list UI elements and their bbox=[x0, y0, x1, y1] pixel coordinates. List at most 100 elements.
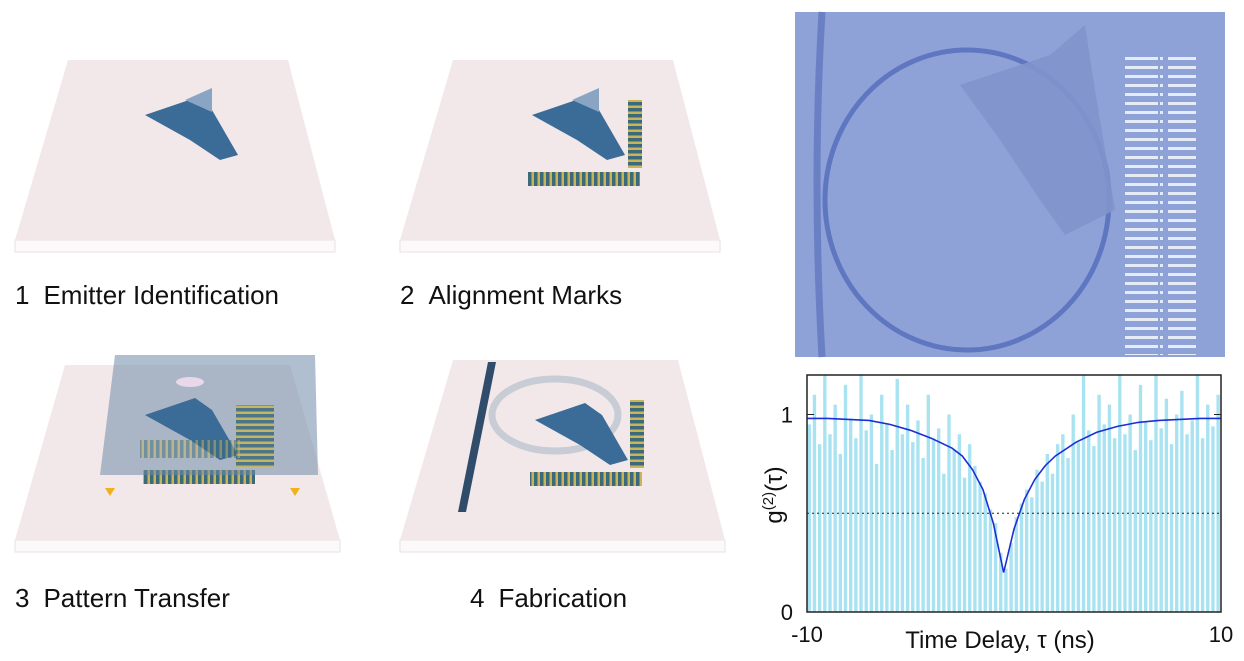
y-axis-label-base: g bbox=[761, 510, 788, 523]
histogram-bar bbox=[1134, 450, 1137, 612]
panel-2 bbox=[400, 60, 720, 252]
histogram-bar bbox=[1040, 482, 1043, 612]
histogram-bar bbox=[885, 424, 888, 612]
alignment-marks bbox=[530, 472, 642, 486]
histogram-bar bbox=[942, 474, 945, 612]
step-number: 3 bbox=[15, 583, 29, 613]
histogram-bar bbox=[1046, 454, 1049, 612]
step-number: 1 bbox=[15, 280, 29, 310]
step-caption: 3 Pattern Transfer bbox=[15, 583, 230, 613]
histogram-bar bbox=[1097, 395, 1100, 612]
histogram-bar bbox=[916, 420, 919, 612]
histogram-bar bbox=[1211, 426, 1214, 612]
histogram-bar bbox=[989, 509, 992, 612]
histogram-bar bbox=[911, 442, 914, 612]
histogram-bar bbox=[1020, 503, 1023, 612]
histogram-bar bbox=[1165, 399, 1168, 612]
substrate bbox=[15, 60, 335, 240]
step-number: 2 bbox=[400, 280, 414, 310]
y-axis-label: g(2)(τ) bbox=[760, 466, 788, 523]
substrate-side bbox=[400, 540, 725, 552]
panel-1 bbox=[15, 60, 335, 252]
substrate bbox=[400, 60, 720, 240]
histogram-bar bbox=[1216, 395, 1219, 612]
histogram-bar bbox=[1113, 438, 1116, 612]
histogram-bar bbox=[1056, 444, 1059, 612]
histogram-bar bbox=[1144, 422, 1147, 612]
histogram-bar bbox=[937, 428, 940, 612]
figure: 1 Emitter Identification 2 Alignment Marks… bbox=[0, 0, 1244, 661]
alignment-marks bbox=[236, 405, 274, 467]
histogram-bar bbox=[1061, 434, 1064, 612]
histogram-bar bbox=[1108, 405, 1111, 612]
substrate-side bbox=[15, 240, 335, 252]
step-label: Alignment Marks bbox=[428, 280, 622, 310]
histogram-bar bbox=[973, 466, 976, 612]
histogram-bar bbox=[808, 424, 811, 612]
alignment-marks bbox=[628, 100, 642, 168]
y-tick-label: 1 bbox=[781, 403, 793, 428]
histogram-bar bbox=[833, 405, 836, 612]
histogram-bar bbox=[1123, 434, 1126, 612]
panel-4 bbox=[400, 360, 725, 552]
histogram-bar bbox=[963, 478, 966, 612]
histogram-bar bbox=[1160, 428, 1163, 612]
alignment-marks bbox=[630, 400, 644, 468]
y-axis-label-superscript: (2) bbox=[760, 492, 777, 510]
histogram-bar bbox=[1103, 424, 1106, 612]
histogram-bar bbox=[1092, 446, 1095, 612]
histogram-bar bbox=[901, 434, 904, 612]
histogram-bar bbox=[1087, 430, 1090, 612]
histogram-bar bbox=[1191, 420, 1194, 612]
histogram-bar bbox=[927, 395, 930, 612]
histogram-bar bbox=[906, 405, 909, 612]
histogram-bar bbox=[880, 395, 883, 612]
histogram-bar bbox=[813, 395, 816, 612]
histogram-bar bbox=[953, 450, 956, 612]
step-number: 4 bbox=[470, 583, 484, 613]
histogram-bar bbox=[890, 450, 893, 612]
step-label: Fabrication bbox=[498, 583, 627, 613]
histogram-bar bbox=[854, 438, 857, 612]
histogram-bar bbox=[1051, 474, 1054, 612]
histogram-bar bbox=[1009, 543, 1012, 612]
alignment-marks bbox=[1168, 55, 1196, 355]
fit-curve bbox=[807, 418, 1221, 572]
substrate-side bbox=[400, 240, 720, 252]
alignment-marks bbox=[140, 440, 240, 458]
substrate-side bbox=[15, 540, 340, 552]
step-caption: 4 Fabrication bbox=[470, 583, 627, 613]
marker bbox=[176, 377, 204, 387]
histogram-bar bbox=[1185, 434, 1188, 612]
histogram-bar bbox=[865, 430, 868, 612]
step-label: Pattern Transfer bbox=[43, 583, 230, 613]
histogram-bar bbox=[1139, 385, 1142, 612]
histogram-bar bbox=[1201, 438, 1204, 612]
histogram-bar bbox=[1196, 375, 1199, 612]
panel-3 bbox=[15, 355, 340, 552]
step-caption: 2 Alignment Marks bbox=[400, 280, 622, 310]
histogram-bar bbox=[1030, 497, 1033, 612]
histogram-bar bbox=[1066, 458, 1069, 612]
histogram-bar bbox=[958, 434, 961, 612]
histogram-bar bbox=[1180, 391, 1183, 612]
histogram-bar bbox=[1149, 440, 1152, 612]
histogram-bar bbox=[1206, 405, 1209, 612]
histogram-bar bbox=[818, 444, 821, 612]
plot-frame bbox=[807, 375, 1221, 612]
histogram-bar bbox=[1015, 517, 1018, 612]
histogram-bar bbox=[968, 444, 971, 612]
histogram-bar bbox=[1118, 375, 1121, 612]
x-axis-label: Time Delay, τ (ns) bbox=[905, 627, 1095, 654]
histogram-bar bbox=[823, 375, 826, 612]
histogram-bar bbox=[978, 482, 981, 612]
histogram-bar bbox=[875, 464, 878, 612]
histogram-bar bbox=[1004, 569, 1007, 612]
step-label: Emitter Identification bbox=[43, 280, 279, 310]
x-tick-label: -10 bbox=[791, 622, 823, 647]
x-tick-label: 10 bbox=[1209, 622, 1233, 647]
histogram-bar bbox=[1170, 444, 1173, 612]
step-caption: 1 Emitter Identification bbox=[15, 280, 279, 310]
histogram-bar bbox=[1025, 490, 1028, 612]
